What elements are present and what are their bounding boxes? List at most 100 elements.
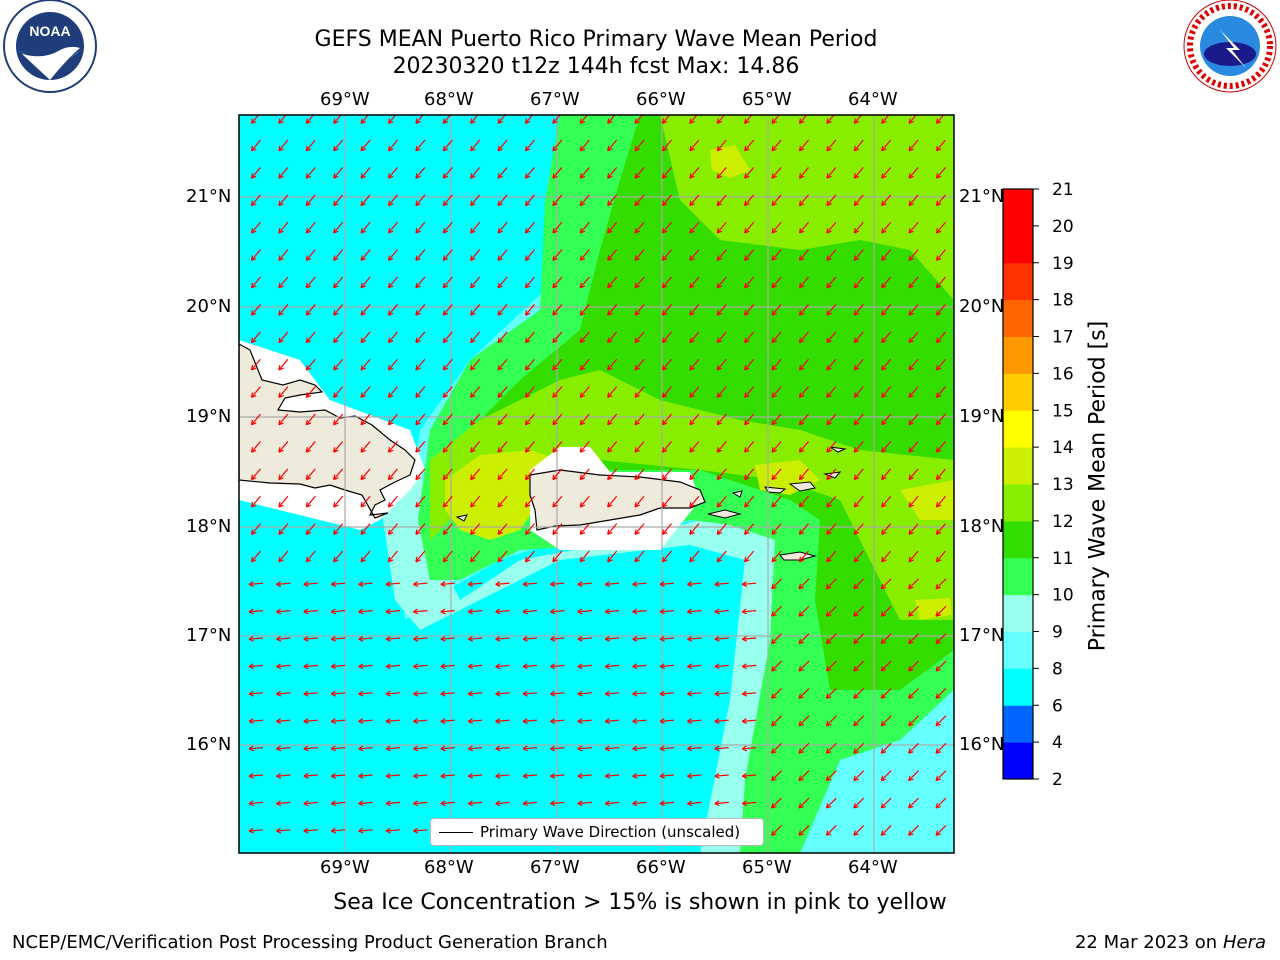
wave-arrow <box>634 413 645 426</box>
wave-arrowhead <box>798 748 802 754</box>
wave-arrowhead <box>580 559 586 563</box>
wave-arrowhead <box>771 340 777 344</box>
wave-arrow <box>659 719 675 723</box>
wave-arrowhead <box>661 282 665 288</box>
wave-arrow <box>331 719 346 723</box>
wave-arrow <box>333 249 344 261</box>
wave-arrowhead <box>579 173 582 179</box>
wave-arrowhead <box>251 477 257 481</box>
wave-arrow <box>305 167 316 179</box>
wave-arrow <box>799 276 809 289</box>
wave-arrowhead <box>278 145 281 151</box>
wave-arrowhead <box>278 203 284 207</box>
wave-arrow <box>744 276 755 289</box>
wave-arrowhead <box>442 255 445 261</box>
wave-arrowhead <box>935 392 939 398</box>
wave-arrowhead <box>741 611 748 615</box>
wave-arrowhead <box>854 340 860 344</box>
wave-arrow <box>799 331 809 343</box>
wave-arrowhead <box>276 800 281 805</box>
wave-arrowhead <box>825 638 829 644</box>
wave-arrowhead <box>741 800 747 805</box>
wave-arrow <box>415 413 426 426</box>
wave-arrowhead <box>936 477 942 481</box>
wave-arrowhead <box>552 285 558 289</box>
wave-arrowhead <box>798 696 805 699</box>
wave-arrowhead <box>771 367 777 371</box>
wave-arrow <box>771 304 782 316</box>
wave-arrow <box>470 304 481 316</box>
wave-arrow <box>853 139 864 152</box>
wave-arrowhead <box>579 392 582 398</box>
wave-arrowhead <box>659 638 665 642</box>
wave-arrowhead <box>881 394 887 398</box>
wave-arrowhead <box>579 529 582 535</box>
wave-arrowhead <box>333 337 336 343</box>
wave-arrowhead <box>935 501 939 508</box>
wave-arrowhead <box>415 531 421 535</box>
wave-arrow <box>305 550 316 563</box>
wave-arrowhead <box>881 477 887 481</box>
wave-arrow <box>278 413 289 426</box>
wave-arrowhead <box>358 748 364 752</box>
wave-arrow <box>577 637 592 640</box>
wave-arrowhead <box>413 800 418 805</box>
wave-arrowhead <box>744 559 750 563</box>
wave-arrowhead <box>717 230 723 234</box>
wave-arrowhead <box>771 477 777 481</box>
lat-label-left: 17°N <box>186 625 232 646</box>
wave-arrow <box>278 194 289 206</box>
wave-arrow <box>687 582 702 586</box>
wave-arrowhead <box>333 145 336 151</box>
wave-arrowhead <box>798 392 802 398</box>
wave-arrowhead <box>415 203 421 207</box>
wave-arrowhead <box>278 227 281 234</box>
wave-arrow <box>413 582 428 586</box>
wave-arrowhead <box>826 477 832 481</box>
wave-arrowhead <box>385 718 391 722</box>
lon-label-top: 65°W <box>742 89 792 110</box>
wave-arrow <box>331 637 346 640</box>
wave-arrowhead <box>604 720 611 724</box>
wave-arrow <box>278 495 289 508</box>
wave-arrowhead <box>826 364 829 371</box>
wave-arrowhead <box>552 173 555 179</box>
wave-arrowhead <box>607 556 610 562</box>
wave-arrowhead <box>741 693 748 697</box>
mona-island <box>455 514 468 522</box>
wave-arrowhead <box>908 802 911 809</box>
wave-arrowhead <box>443 422 449 426</box>
wave-arrowhead <box>248 772 254 777</box>
wave-arrow <box>908 331 919 343</box>
wave-arrow <box>440 609 455 613</box>
wave-arrowhead <box>716 173 719 179</box>
wave-arrowhead <box>853 556 856 562</box>
wave-arrowhead <box>853 830 856 836</box>
wave-arrowhead <box>881 449 887 453</box>
wave-arrow <box>552 276 563 289</box>
wave-arrowhead <box>303 635 309 640</box>
wave-arrowhead <box>853 641 859 645</box>
wave-arrowhead <box>659 635 665 640</box>
wave-arrowhead <box>333 118 336 124</box>
wave-arrow <box>331 582 346 586</box>
wave-arrowhead <box>935 696 942 699</box>
wave-arrowhead <box>524 556 528 562</box>
wave-arrowhead <box>853 392 856 398</box>
wave-arrowhead <box>771 668 777 672</box>
wave-arrowhead <box>908 118 911 124</box>
wave-arrowhead <box>826 501 829 508</box>
wave-arrow <box>552 441 563 453</box>
wave-arrow <box>276 774 291 777</box>
wave-arrowhead <box>250 447 254 453</box>
wave-arrow <box>577 774 592 777</box>
wave-arrowhead <box>689 474 692 480</box>
wave-arrowhead <box>415 392 418 398</box>
wave-arrowhead <box>470 477 476 481</box>
wave-arrowhead <box>908 723 914 727</box>
wave-arrowhead <box>306 203 312 207</box>
wave-arrowhead <box>388 422 394 426</box>
wave-arrowhead <box>744 120 750 124</box>
wave-arrowhead <box>607 529 610 535</box>
wave-arrowhead <box>826 833 832 836</box>
